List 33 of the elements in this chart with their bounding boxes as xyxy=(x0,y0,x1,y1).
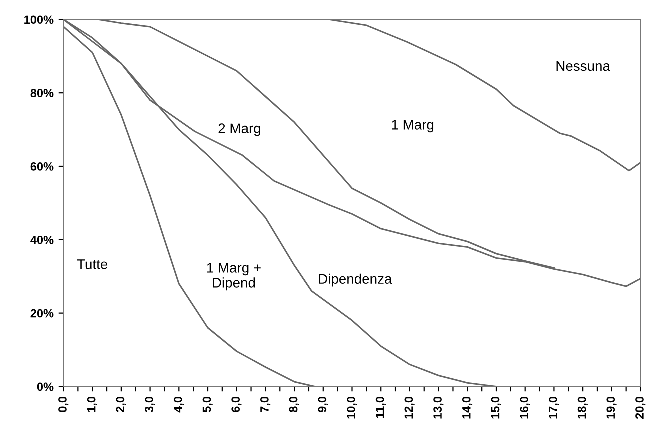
x-tick-label: 2,0 xyxy=(116,396,126,412)
annotation: Nessuna xyxy=(556,61,610,72)
x-tick-label: 20,0 xyxy=(636,396,646,420)
annotation: 1 Marg xyxy=(392,120,434,133)
x-tick-label: 14,0 xyxy=(462,396,473,419)
x-tick-label: 3,0 xyxy=(145,396,156,413)
y-tick-label: 60% xyxy=(30,162,54,171)
x-tick-label: 10,0 xyxy=(347,396,358,419)
x-tick-label: 6,0 xyxy=(232,396,242,412)
x-tick-label: 18,0 xyxy=(578,396,588,419)
x-tick-label: 8,0 xyxy=(289,396,300,412)
x-tick-label: 5,0 xyxy=(202,396,213,413)
annotation: Tutte xyxy=(77,260,108,270)
x-tick-label: 0,0 xyxy=(58,396,69,412)
x-tick-label: 16,0 xyxy=(520,396,530,419)
x-tick-label: 19,0 xyxy=(606,396,617,419)
y-tick-label: 80% xyxy=(30,89,54,98)
x-tick-label: 7,0 xyxy=(260,396,271,412)
x-tick-label: 9,0 xyxy=(318,396,328,412)
annotation: 2 Marg xyxy=(218,124,260,136)
y-tick-label: 100% xyxy=(24,16,54,24)
x-tick-label: 1,0 xyxy=(87,396,98,412)
x-tick-label: 17,0 xyxy=(549,396,560,419)
x-tick-label: 11,0 xyxy=(376,396,386,418)
y-tick-label: 20% xyxy=(30,309,54,318)
x-tick-label: 4,0 xyxy=(174,396,184,413)
annotation: 1 Marg + Dipend xyxy=(207,263,261,291)
y-tick-label: 40% xyxy=(30,236,54,244)
annotation: Dipendenza xyxy=(319,274,392,287)
x-tick-label: 15,0 xyxy=(491,396,502,419)
x-tick-label: 12,0 xyxy=(404,396,415,419)
x-tick-label: 13,0 xyxy=(434,396,444,419)
y-tick-label: 0% xyxy=(37,382,54,392)
